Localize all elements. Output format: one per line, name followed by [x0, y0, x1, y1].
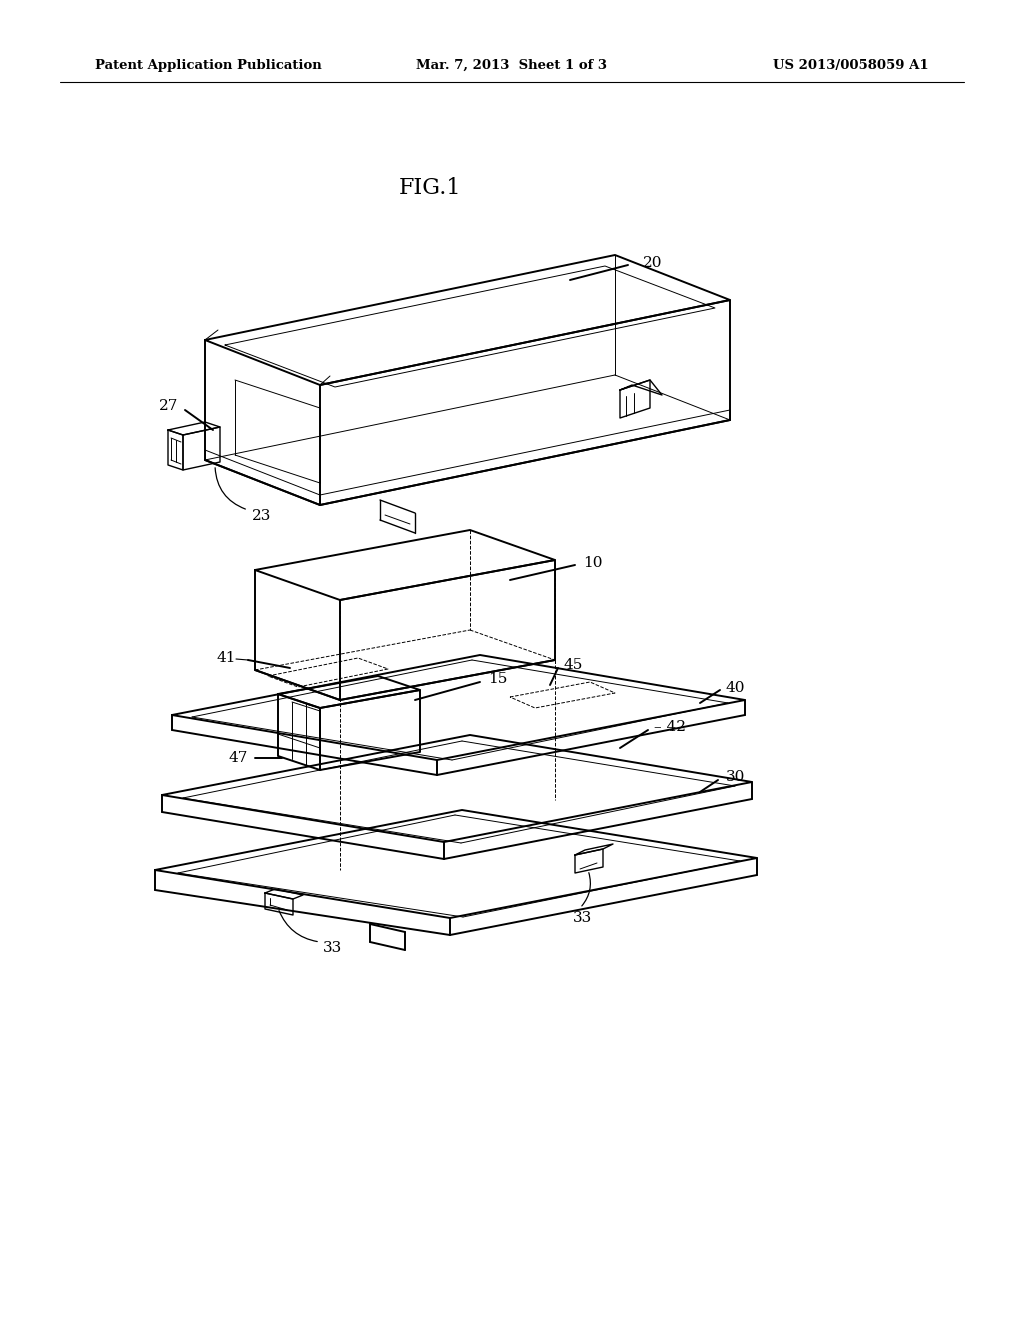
Text: 10: 10 [583, 556, 602, 570]
Text: Mar. 7, 2013  Sheet 1 of 3: Mar. 7, 2013 Sheet 1 of 3 [417, 58, 607, 71]
Text: 27: 27 [159, 399, 178, 413]
Text: 33: 33 [572, 911, 592, 925]
Text: 41: 41 [216, 651, 236, 665]
Text: FIG.1: FIG.1 [398, 177, 461, 199]
Text: 47: 47 [228, 751, 248, 766]
Text: 40: 40 [726, 681, 745, 696]
Text: 45: 45 [563, 657, 583, 672]
Text: US 2013/0058059 A1: US 2013/0058059 A1 [773, 58, 929, 71]
Text: Patent Application Publication: Patent Application Publication [95, 58, 322, 71]
Text: 23: 23 [252, 510, 271, 523]
Text: 33: 33 [323, 941, 342, 954]
Text: 30: 30 [726, 770, 745, 784]
Text: – 42: – 42 [654, 719, 686, 734]
Text: 20: 20 [643, 256, 663, 271]
Text: 15: 15 [488, 672, 507, 686]
